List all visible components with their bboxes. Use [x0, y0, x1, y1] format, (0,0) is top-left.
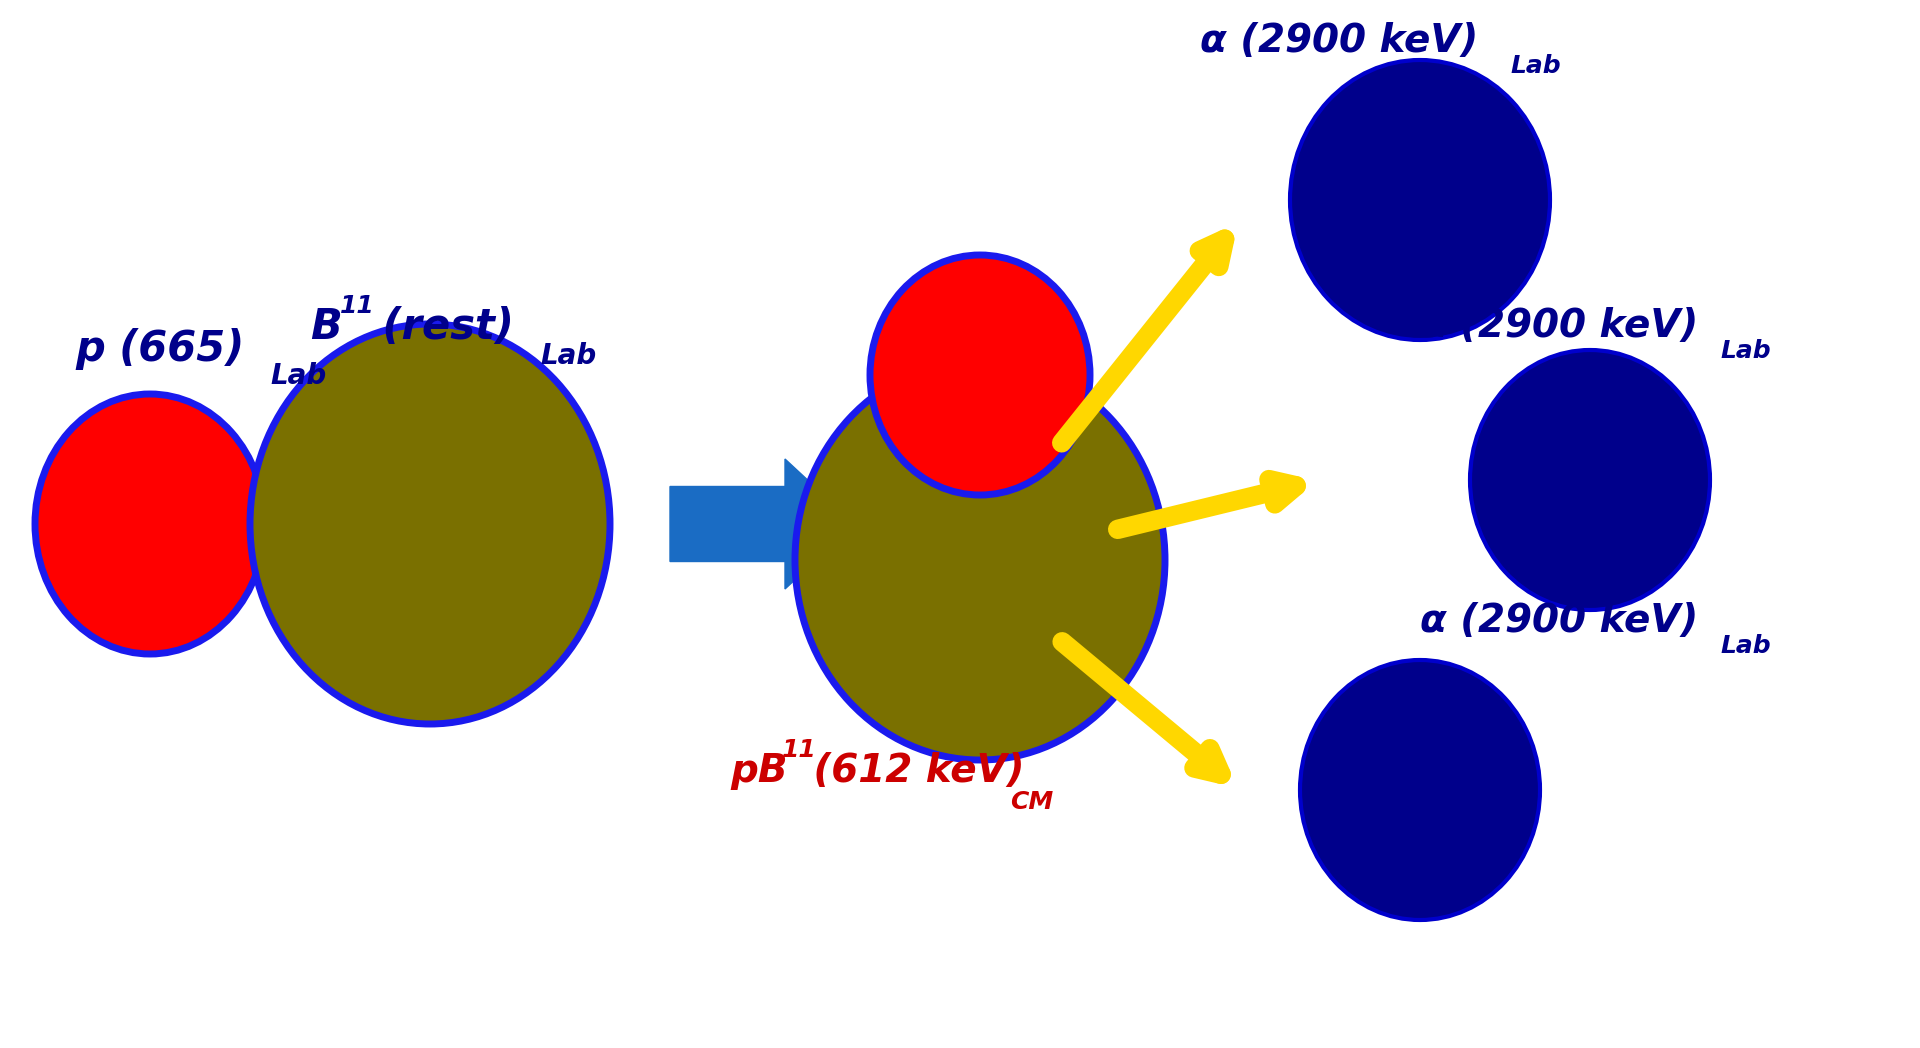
Text: Lab: Lab: [1720, 634, 1770, 658]
Ellipse shape: [795, 361, 1165, 760]
Text: 11: 11: [781, 738, 816, 762]
Text: α (2900 keV): α (2900 keV): [1421, 602, 1699, 640]
Text: (rest): (rest): [369, 306, 515, 348]
Ellipse shape: [35, 394, 265, 654]
Ellipse shape: [1300, 660, 1540, 920]
Text: α (2900 keV): α (2900 keV): [1200, 22, 1478, 60]
Text: Lab: Lab: [1720, 339, 1770, 363]
Text: pB: pB: [730, 752, 787, 790]
Polygon shape: [670, 459, 854, 589]
Text: Lab: Lab: [271, 362, 326, 390]
Text: (612 keV): (612 keV): [801, 752, 1025, 790]
Text: Lab: Lab: [540, 342, 597, 370]
Ellipse shape: [250, 324, 611, 724]
Text: Lab: Lab: [1509, 54, 1561, 78]
Text: 11: 11: [340, 294, 374, 318]
Text: CM: CM: [1010, 790, 1054, 814]
Ellipse shape: [1471, 350, 1711, 610]
Text: α (2900 keV): α (2900 keV): [1421, 307, 1699, 345]
Text: p (665): p (665): [75, 328, 244, 370]
Ellipse shape: [870, 255, 1091, 495]
Ellipse shape: [1290, 60, 1549, 340]
Text: B: B: [309, 306, 342, 348]
